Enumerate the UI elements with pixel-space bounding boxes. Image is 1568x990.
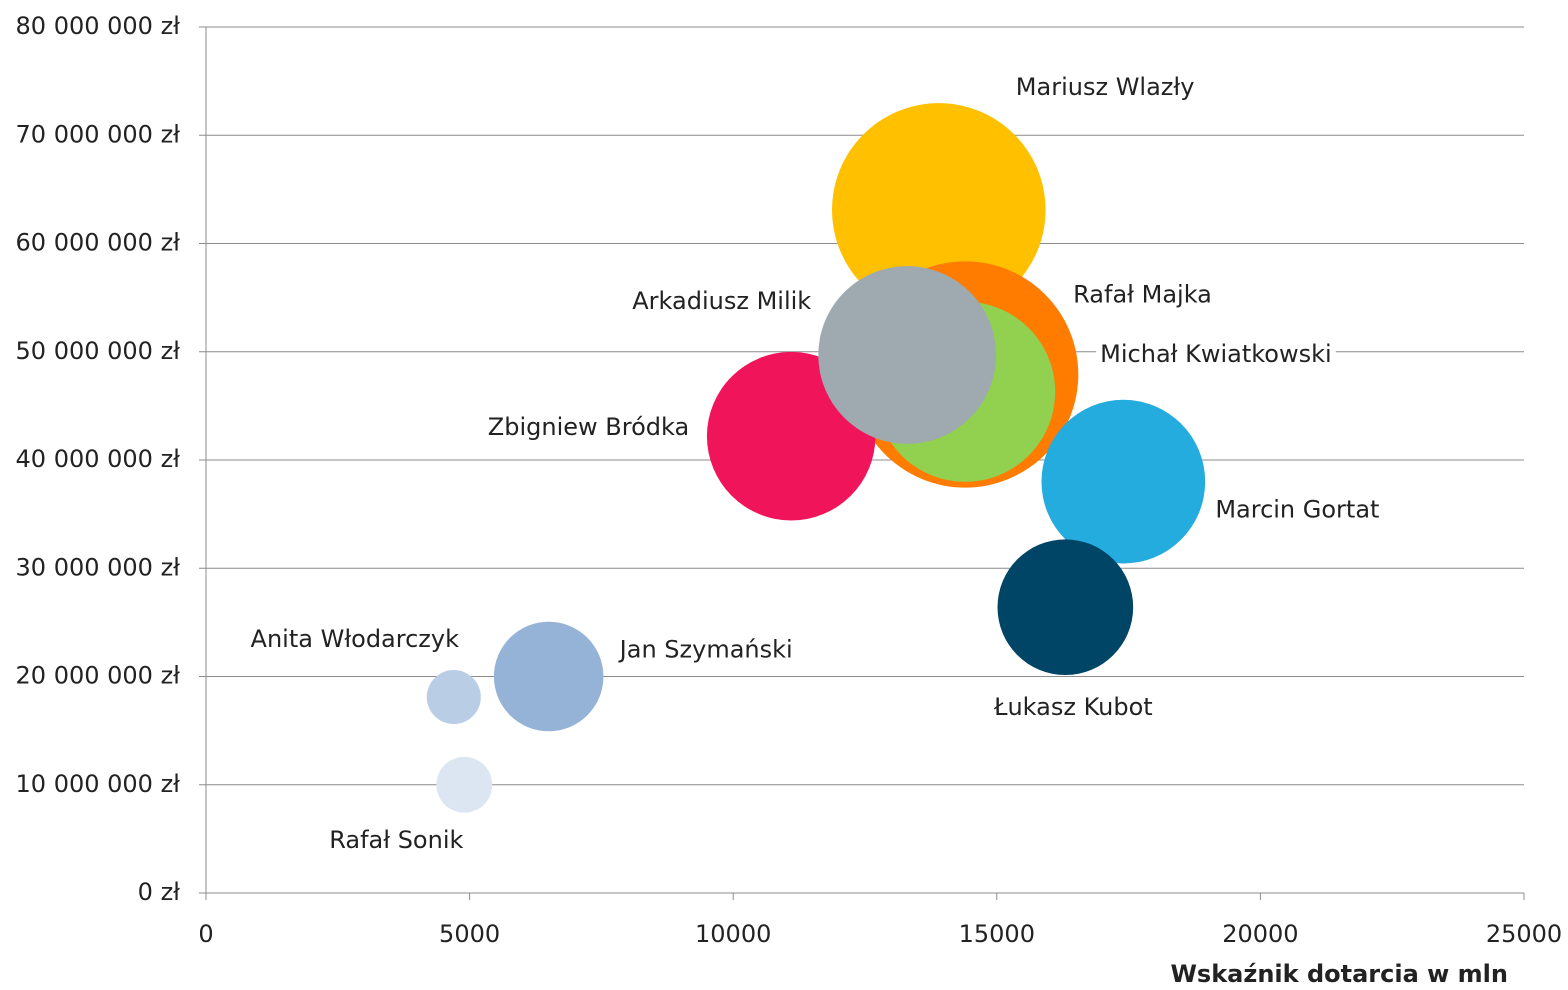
y-tick-label: 20 000 000 zł xyxy=(16,662,181,690)
y-tick-label: 50 000 000 zł xyxy=(16,337,181,365)
bubble xyxy=(818,266,997,444)
x-tick-label: 0 xyxy=(198,920,213,948)
x-tick-label: 25000 xyxy=(1486,920,1562,948)
bubble xyxy=(426,670,481,725)
bubble-label: Rafał Majka xyxy=(1073,280,1212,308)
x-tick-label: 20000 xyxy=(1222,920,1298,948)
y-tick-label: 80 000 000 zł xyxy=(16,12,181,40)
y-tick-label: 60 000 000 zł xyxy=(16,229,181,257)
bubble-label: Jan Szymański xyxy=(618,636,793,664)
bubble-label: Zbigniew Bródka xyxy=(488,413,689,441)
label-background xyxy=(1096,339,1336,368)
bubble xyxy=(832,103,1046,317)
bubble xyxy=(436,756,493,813)
x-axis-label: Wskaźnik dotarcia w mln xyxy=(1170,960,1508,988)
bubble xyxy=(997,539,1134,676)
bubble-label: Marcin Gortat xyxy=(1215,496,1379,524)
x-tick-label: 5000 xyxy=(439,920,500,948)
bubble-label: Łukasz Kubot xyxy=(993,693,1153,721)
bubble-label: Mariusz Wlazły xyxy=(1016,73,1195,101)
y-tick-label: 10 000 000 zł xyxy=(16,770,181,798)
bubble-label: Anita Włodarczyk xyxy=(251,625,460,653)
bubble-label: Michał Kwiatkowski xyxy=(1100,340,1332,368)
y-tick-label: 70 000 000 zł xyxy=(16,120,181,148)
bubble-label: Rafał Sonik xyxy=(329,826,463,854)
bubble-label: Arkadiusz Milik xyxy=(632,287,811,315)
x-tick-label: 10000 xyxy=(695,920,771,948)
y-tick-label: 40 000 000 zł xyxy=(16,445,181,473)
bubble xyxy=(493,621,604,732)
bubble xyxy=(1041,399,1206,564)
y-tick-label: 0 zł xyxy=(138,878,180,906)
x-tick-label: 15000 xyxy=(959,920,1035,948)
y-tick-label: 30 000 000 zł xyxy=(16,553,181,581)
